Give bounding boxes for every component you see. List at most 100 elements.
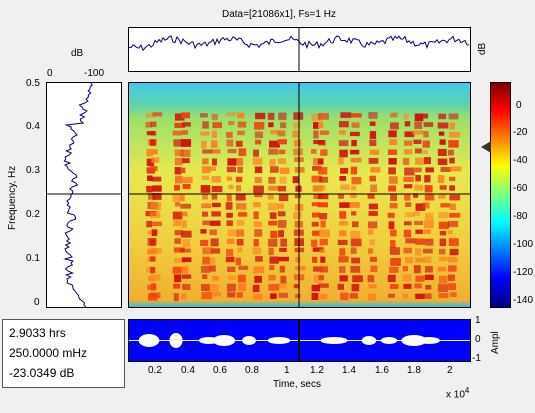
spectrogram-cell bbox=[173, 247, 185, 253]
spectrogram-cell bbox=[210, 140, 218, 148]
spectrogram-cell bbox=[448, 257, 458, 263]
spectrogram-cell bbox=[414, 113, 424, 122]
colorbar[interactable] bbox=[490, 82, 511, 308]
spectrogram-cell bbox=[450, 166, 462, 172]
spectrogram-cell bbox=[269, 256, 279, 264]
spectrogram-cell bbox=[226, 131, 233, 138]
spectrogram-cell bbox=[236, 220, 245, 226]
spectrogram-cell bbox=[210, 238, 219, 247]
spectrogram-cell bbox=[312, 185, 323, 192]
xtick-0.2: 0.2 bbox=[148, 365, 162, 376]
xtick-1.8: 1.8 bbox=[407, 365, 421, 376]
spectrogram-cell bbox=[202, 274, 208, 279]
spectrogram-cell bbox=[238, 212, 248, 217]
wave-ytick-neg1: -1 bbox=[472, 353, 481, 364]
ytick-0.1: 0.1 bbox=[26, 253, 40, 264]
spectrogram-cell bbox=[180, 149, 191, 158]
spectrogram-cell bbox=[312, 166, 322, 171]
waveform-axes[interactable] bbox=[128, 319, 471, 362]
spectrogram-cell bbox=[237, 121, 247, 128]
spectrogram-cell bbox=[312, 212, 321, 218]
spectrogram-cell bbox=[439, 139, 446, 145]
spectrogram-cell bbox=[449, 212, 461, 218]
spectrogram-cell bbox=[181, 112, 190, 119]
spectrogram-cell bbox=[387, 212, 395, 218]
spectrogram-cell bbox=[448, 265, 457, 272]
readout-frequency: 250.0000 mHz bbox=[9, 346, 88, 360]
spectrogram-cell bbox=[319, 238, 328, 246]
spectrogram-cell bbox=[351, 122, 360, 128]
spectrogram-cell bbox=[389, 203, 398, 209]
spectrogram-cell bbox=[201, 284, 210, 292]
spectrogram-cell bbox=[351, 177, 362, 185]
spectrogram-cell bbox=[350, 247, 357, 254]
spectrogram-cell bbox=[180, 167, 186, 174]
spectrogram-cell bbox=[338, 140, 349, 147]
spectrogram-cell bbox=[235, 229, 245, 237]
spectrogram-cell bbox=[253, 266, 265, 274]
spectrogram-cell bbox=[413, 139, 422, 144]
spectrogram-cell bbox=[278, 256, 289, 262]
top-spectrum-axes[interactable] bbox=[128, 27, 471, 72]
spectrogram-cell bbox=[150, 292, 161, 299]
spectrogram-cell bbox=[267, 202, 279, 211]
top-panel-db-label: dB bbox=[477, 42, 488, 55]
spectrogram-cell bbox=[277, 203, 285, 209]
spectrogram-cell bbox=[200, 239, 209, 246]
spectrogram-cell bbox=[390, 240, 396, 248]
spectrogram-cell bbox=[319, 130, 330, 135]
spectrogram-cell bbox=[181, 230, 192, 238]
spectrogram-cell bbox=[151, 176, 162, 182]
spectrogram-cell bbox=[339, 266, 346, 273]
spectrogram-cell bbox=[319, 229, 330, 238]
spectrogram-cell bbox=[173, 258, 185, 264]
waveform-trace bbox=[129, 320, 470, 361]
spectrogram-cell bbox=[388, 149, 398, 155]
spectrogram-cell bbox=[390, 258, 401, 266]
spectrogram-cell bbox=[180, 203, 191, 209]
cbar-tick-60: -60 bbox=[513, 183, 528, 194]
spectrogram-cell bbox=[310, 149, 317, 154]
spectrogram-cell bbox=[180, 248, 191, 253]
spectrogram-cell bbox=[319, 248, 326, 253]
spectrogram-cell bbox=[404, 149, 413, 155]
spectrogram-cell bbox=[388, 293, 395, 298]
spectrogram-cell bbox=[404, 167, 415, 176]
spectrogram-cell bbox=[425, 238, 434, 246]
spectrogram-cell bbox=[150, 283, 157, 291]
triangle-left-icon[interactable] bbox=[481, 141, 491, 153]
spectrogram-cell bbox=[437, 158, 448, 165]
spectrogram-cell bbox=[173, 283, 181, 289]
spectrogram-cell bbox=[149, 166, 158, 172]
spectrogram-cell bbox=[254, 176, 262, 184]
spectrogram-cell bbox=[317, 193, 329, 200]
spectrogram-cell bbox=[270, 166, 279, 173]
spectrogram-cell bbox=[226, 238, 235, 245]
spectrogram-cell bbox=[238, 265, 249, 270]
spectrogram-cell bbox=[226, 139, 234, 147]
spectrogram-cell bbox=[367, 194, 375, 199]
spectrogram-axes[interactable] bbox=[128, 82, 471, 308]
left-spectrum-axes[interactable] bbox=[46, 82, 122, 308]
spectrogram-cell bbox=[237, 130, 245, 136]
spectrogram-cell bbox=[201, 175, 210, 180]
spectrogram-cell bbox=[226, 166, 236, 173]
spectrogram-cell bbox=[369, 121, 376, 126]
spectrogram-cell bbox=[200, 266, 211, 273]
spectrogram-cell bbox=[351, 284, 360, 292]
spectrogram-cell bbox=[146, 220, 152, 228]
spectrogram-cell bbox=[174, 167, 182, 175]
spectrogram-cell bbox=[403, 229, 412, 238]
spectrogram-cell bbox=[414, 148, 422, 154]
spectrogram-cell bbox=[439, 231, 447, 236]
spectrogram-cell bbox=[268, 220, 278, 226]
spectrogram-cell bbox=[405, 238, 417, 244]
spectrogram-cell bbox=[318, 283, 329, 288]
colorbar-gradient bbox=[491, 83, 510, 307]
spectrogram-cell bbox=[438, 275, 448, 284]
spectrogram-cell bbox=[268, 185, 278, 191]
time-axis-exponent: x 104 bbox=[446, 387, 469, 400]
spectrogram-cell bbox=[210, 220, 221, 226]
spectrogram-cell bbox=[181, 220, 187, 228]
spectrogram-cell bbox=[277, 185, 287, 192]
